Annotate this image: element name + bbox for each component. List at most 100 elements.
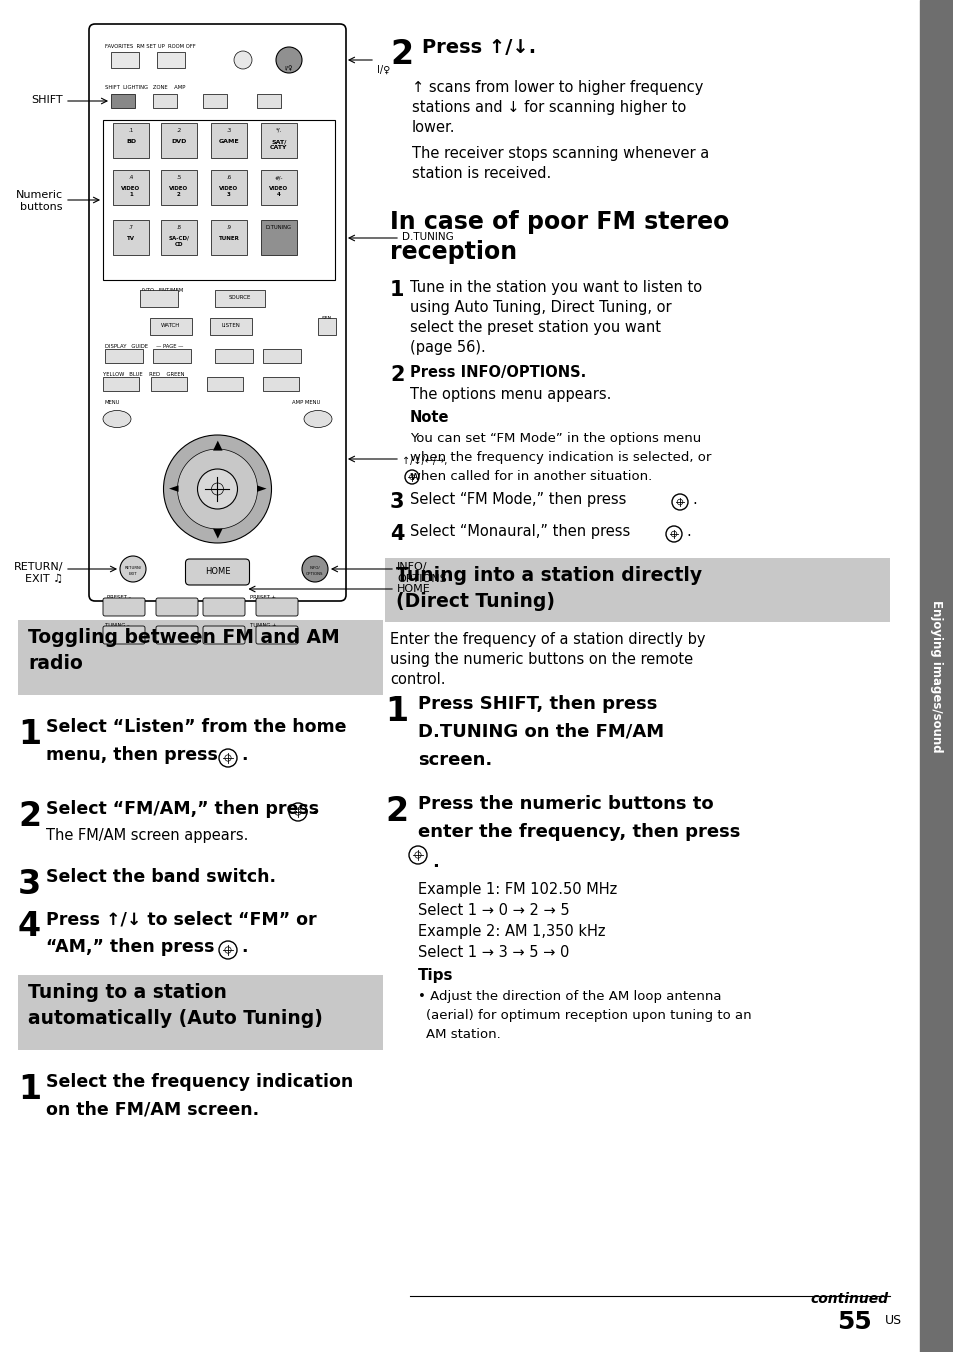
Text: OPTIONS: OPTIONS <box>306 572 323 576</box>
Bar <box>203 95 227 108</box>
Text: #/-: #/- <box>274 174 283 180</box>
FancyBboxPatch shape <box>103 598 145 617</box>
Text: Tuning to a station: Tuning to a station <box>28 983 227 1002</box>
Bar <box>152 349 191 362</box>
FancyBboxPatch shape <box>255 598 297 617</box>
Text: select the preset station you want: select the preset station you want <box>410 320 660 335</box>
Bar <box>111 95 135 108</box>
Text: WATCH: WATCH <box>161 323 180 329</box>
Bar <box>161 123 196 158</box>
FancyBboxPatch shape <box>89 24 346 602</box>
Bar <box>211 123 247 158</box>
Bar <box>256 95 281 108</box>
Text: “AM,” then press: “AM,” then press <box>46 938 214 956</box>
Text: INFO/: INFO/ <box>396 562 427 572</box>
Text: when called for in another situation.: when called for in another situation. <box>410 470 652 483</box>
Bar <box>103 377 139 391</box>
Text: Example 2: AM 1,350 kHz: Example 2: AM 1,350 kHz <box>417 923 605 940</box>
Text: HOME: HOME <box>396 584 431 594</box>
Text: TUNER: TUNER <box>218 237 239 241</box>
Text: Press SHIFT, then press: Press SHIFT, then press <box>417 695 657 713</box>
Bar <box>385 558 889 622</box>
Bar <box>261 220 296 256</box>
Text: using the numeric buttons on the remote: using the numeric buttons on the remote <box>390 652 693 667</box>
Text: PRESET –: PRESET – <box>107 595 131 600</box>
Text: stations and ↓ for scanning higher to: stations and ↓ for scanning higher to <box>412 100 685 115</box>
Text: lower.: lower. <box>412 120 455 135</box>
Text: AMP MENU: AMP MENU <box>292 400 320 406</box>
Text: D.TUNING: D.TUNING <box>401 233 454 242</box>
Text: 2: 2 <box>18 800 41 833</box>
Text: Select “Listen” from the home: Select “Listen” from the home <box>46 718 346 735</box>
Text: 2: 2 <box>385 795 408 827</box>
Text: Enjoying images/sound: Enjoying images/sound <box>929 600 943 752</box>
Bar <box>211 170 247 206</box>
Text: D.TUNING: D.TUNING <box>266 224 292 230</box>
Text: EXIT ♫: EXIT ♫ <box>25 575 63 584</box>
Bar <box>261 170 296 206</box>
Circle shape <box>233 51 252 69</box>
Text: ▼: ▼ <box>213 526 222 539</box>
Text: control.: control. <box>390 672 445 687</box>
Text: In case of poor FM stereo: In case of poor FM stereo <box>390 210 729 234</box>
Circle shape <box>177 449 257 529</box>
Text: SHIFT  LIGHTING   ZONE    AMP: SHIFT LIGHTING ZONE AMP <box>105 85 185 91</box>
Text: Press ↑/↓ to select “FM” or: Press ↑/↓ to select “FM” or <box>46 910 316 927</box>
Text: station is received.: station is received. <box>412 166 551 181</box>
Text: ↑ scans from lower to higher frequency: ↑ scans from lower to higher frequency <box>412 80 702 95</box>
Circle shape <box>302 556 328 581</box>
FancyBboxPatch shape <box>203 626 245 644</box>
Text: LISTEN: LISTEN <box>221 323 240 329</box>
FancyBboxPatch shape <box>156 598 198 617</box>
Text: BD: BD <box>126 139 136 145</box>
Text: 55: 55 <box>837 1310 871 1334</box>
Text: VIDEO
2: VIDEO 2 <box>170 187 189 197</box>
Text: Enter the frequency of a station directly by: Enter the frequency of a station directl… <box>390 631 705 648</box>
Circle shape <box>163 435 272 544</box>
Text: I/♀: I/♀ <box>376 65 390 74</box>
Text: (Direct Tuning): (Direct Tuning) <box>395 592 555 611</box>
Bar <box>263 349 301 362</box>
Text: radio: radio <box>28 654 83 673</box>
Text: .: . <box>311 800 317 818</box>
Text: screen.: screen. <box>417 750 492 769</box>
Text: 4: 4 <box>390 525 404 544</box>
Bar <box>112 170 149 206</box>
Text: YELLOW   BLUE    RED    GREEN: YELLOW BLUE RED GREEN <box>103 372 184 377</box>
Bar <box>214 349 253 362</box>
Bar <box>151 377 187 391</box>
Text: Example 1: FM 102.50 MHz: Example 1: FM 102.50 MHz <box>417 882 617 896</box>
Text: INFO/: INFO/ <box>310 566 320 571</box>
Text: SAT/
CATY: SAT/ CATY <box>270 139 288 150</box>
Bar <box>210 318 252 335</box>
Ellipse shape <box>304 411 332 427</box>
Bar <box>263 377 298 391</box>
FancyBboxPatch shape <box>185 558 250 585</box>
Text: DVD: DVD <box>172 139 187 145</box>
Text: RETURN/: RETURN/ <box>124 566 141 571</box>
Bar <box>111 51 139 68</box>
Text: .: . <box>685 525 690 539</box>
Text: Select 1 → 3 → 5 → 0: Select 1 → 3 → 5 → 0 <box>417 945 569 960</box>
FancyBboxPatch shape <box>156 626 198 644</box>
Text: TUNING –: TUNING – <box>105 623 130 627</box>
Text: Press the numeric buttons to: Press the numeric buttons to <box>417 795 713 813</box>
Text: ►: ► <box>256 483 266 495</box>
Text: ▲: ▲ <box>213 438 222 452</box>
Text: .3: .3 <box>226 128 232 132</box>
Text: 3: 3 <box>390 492 404 512</box>
Text: using Auto Tuning, Direct Tuning, or: using Auto Tuning, Direct Tuning, or <box>410 300 671 315</box>
Bar <box>140 289 178 307</box>
Text: Toggling between FM and AM: Toggling between FM and AM <box>28 627 339 648</box>
Text: SHIFT: SHIFT <box>31 95 63 105</box>
Text: Press INFO/OPTIONS.: Press INFO/OPTIONS. <box>410 365 586 380</box>
Text: .4: .4 <box>129 174 133 180</box>
Text: Note: Note <box>410 410 449 425</box>
Text: VIDEO
4: VIDEO 4 <box>269 187 288 197</box>
Text: The receiver stops scanning whenever a: The receiver stops scanning whenever a <box>412 146 708 161</box>
Text: Tips: Tips <box>417 968 453 983</box>
Text: 1: 1 <box>18 1073 41 1106</box>
Text: Numeric: Numeric <box>16 191 63 200</box>
Text: */.: */. <box>275 128 282 132</box>
Text: SA-CD/
CD: SA-CD/ CD <box>169 237 190 247</box>
